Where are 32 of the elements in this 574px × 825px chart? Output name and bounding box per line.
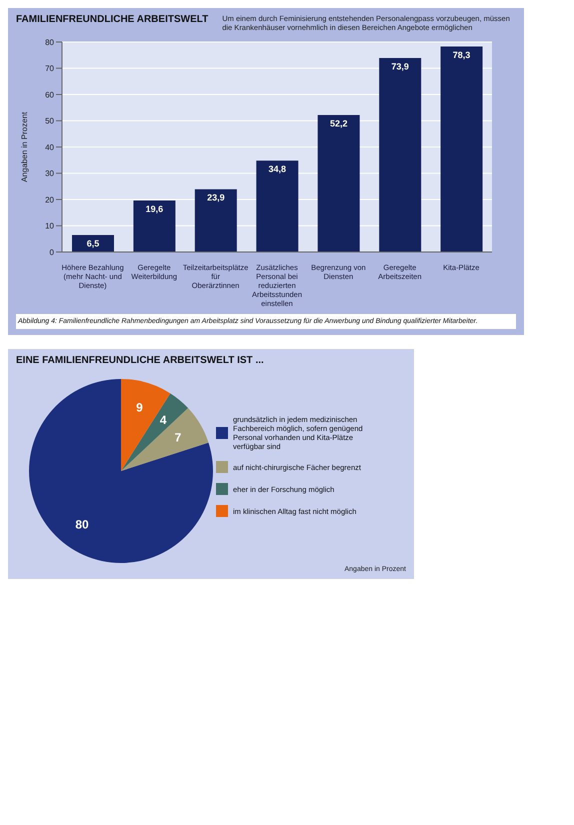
pie-slice [121,379,170,471]
bar [194,189,237,252]
bar [318,114,360,252]
pie-slice [121,393,188,471]
bar [133,200,176,252]
chart-title: EINE FAMILIENFREUNDLICHE ARBEITSWELT IST ... [16,355,265,366]
data-label: 80 [75,518,90,532]
data-label: 19,6 [146,204,164,214]
data-label: 78,3 [452,50,470,60]
data-label: 9 [136,400,144,414]
y-tick-label: 80 [45,38,55,47]
bar [440,46,483,252]
data-label: 4 [160,412,167,427]
bar [256,160,298,252]
y-tick-label: 50 [45,116,55,126]
data-label: 23,9 [207,192,225,203]
y-tick-label: 10 [45,222,55,231]
chart-title: FAMILIENFREUNDLICHE ARBEITSWELT [16,14,208,25]
y-tick-label: 70 [45,64,55,74]
bar [379,58,422,252]
y-tick-label: 20 [45,195,55,204]
y-axis-title: Angaben in Prozent [20,111,29,182]
y-tick-label: 60 [45,90,55,100]
data-label: 6,5 [86,238,100,248]
y-tick-label: 40 [45,142,55,152]
pie-slice [29,379,213,563]
y-tick-label: 30 [45,169,55,178]
data-label: 52,2 [330,118,348,128]
data-label: 7 [174,430,182,444]
data-label: 73,9 [391,61,409,72]
data-label: 34,8 [268,164,286,174]
y-tick-label: 0 [50,248,55,257]
